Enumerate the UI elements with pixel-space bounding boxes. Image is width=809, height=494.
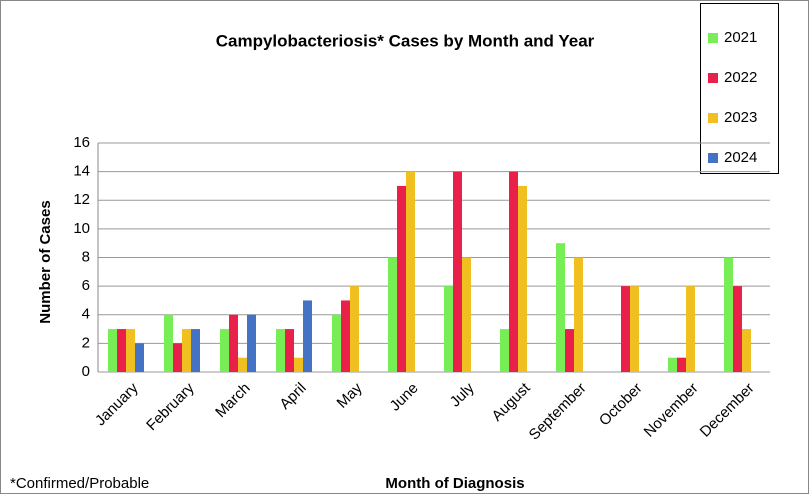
bar [742,329,751,372]
bar [518,185,527,372]
bar [500,329,509,372]
bar [135,343,144,372]
bar [444,286,453,372]
bar [453,171,462,372]
legend-box [700,3,779,174]
legend-swatch [708,73,718,83]
bar [565,329,574,372]
bar [276,329,285,372]
bar [509,171,518,372]
bar [686,286,695,372]
bar [229,314,238,372]
y-tick-label: 0 [82,363,90,380]
x-axis-label: Month of Diagnosis [385,475,524,492]
y-tick-label: 2 [82,334,90,351]
bar [574,257,583,372]
bar [733,286,742,372]
legend-swatch [708,113,718,123]
bar [126,329,135,372]
chart-title: Campylobacteriosis* Cases by Month and Y… [216,31,595,50]
bar [182,329,191,372]
legend-label: 2023 [724,109,757,126]
bar [668,357,677,372]
bar [117,329,126,372]
footnote: *Confirmed/Probable [10,475,149,492]
y-tick-label: 12 [73,191,90,208]
y-tick-label: 6 [82,277,90,294]
bar [303,300,312,372]
legend-label: 2024 [724,149,757,166]
bar [238,357,247,372]
y-tick-label: 4 [82,306,90,323]
legend-label: 2021 [724,29,757,46]
legend-label: 2022 [724,69,757,86]
bar [285,329,294,372]
y-tick-label: 8 [82,248,90,265]
legend-swatch [708,33,718,43]
bar [294,357,303,372]
bar [630,286,639,372]
bar [191,329,200,372]
bar [164,314,173,372]
bar [462,257,471,372]
bar [332,314,341,372]
y-axis-label: Number of Cases [37,200,54,323]
bar [397,185,406,372]
bar [173,343,182,372]
legend-swatch [708,153,718,163]
bar [341,300,350,372]
y-tick-label: 16 [73,134,90,151]
bar [247,314,256,372]
bar [724,257,733,372]
bar [108,329,117,372]
bar [677,357,686,372]
bar [388,257,397,372]
y-tick-label: 14 [73,163,90,180]
bar [556,243,565,372]
bar [406,171,415,372]
y-tick-label: 10 [73,220,90,237]
bar [220,329,229,372]
bar [621,286,630,372]
bar [350,286,359,372]
